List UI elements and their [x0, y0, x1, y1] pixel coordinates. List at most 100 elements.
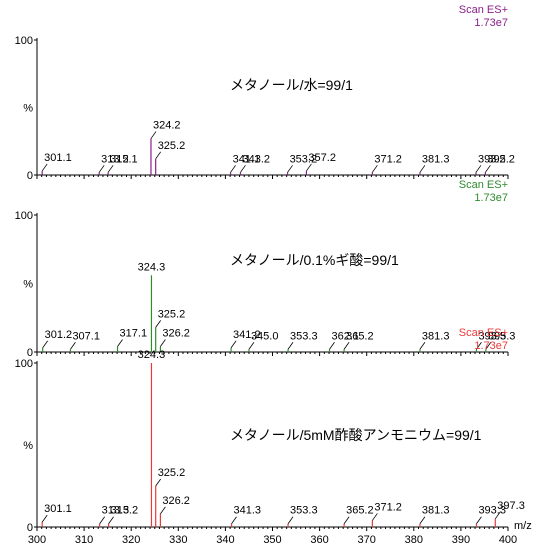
peak-label-313-3: 313.3 — [102, 505, 130, 517]
peak-label-341-3: 341.3 — [234, 505, 262, 517]
peak-label-357-2: 357.2 — [308, 152, 336, 164]
peak-label-365-2: 365.2 — [346, 330, 374, 342]
x-tick-label-370: 370 — [358, 534, 376, 546]
peak-label-381-3: 381.3 — [422, 505, 450, 517]
peak-label-317-1: 317.1 — [120, 328, 148, 340]
peak-label-leader — [419, 516, 426, 524]
peak-label-leader — [41, 514, 48, 523]
scan-mode-label: Scan ES+ — [459, 179, 508, 191]
peak-label-345-0: 345.0 — [251, 330, 279, 342]
peak-label-315-2: 315.2 — [111, 505, 139, 517]
scan-intensity-label: 1.73e7 — [474, 192, 508, 204]
peak-label-leader — [372, 513, 378, 521]
y-label-min: 0 — [27, 347, 33, 359]
spectrum-title: メタノール/0.1%ギ酸=99/1 — [230, 252, 399, 268]
peak-label-325-2: 325.2 — [158, 467, 186, 479]
peak-label-leader — [494, 511, 501, 520]
y-label-percent: % — [23, 279, 33, 291]
peak-label-381-3: 381.3 — [422, 330, 450, 342]
spectrum-title: メタノール/水=99/1 — [230, 77, 353, 93]
peak-label-353-3: 353.3 — [290, 330, 318, 342]
x-tick-label-340: 340 — [216, 534, 234, 546]
peak-label-leader — [419, 342, 426, 350]
peak-label-leader — [160, 339, 166, 347]
y-label-max: 100 — [15, 35, 33, 47]
spectrum-title: メタノール/5mM酢酸アンモニウム=99/1 — [230, 427, 482, 443]
x-tick-label-320: 320 — [122, 534, 140, 546]
peak-label-leader — [155, 320, 162, 328]
peak-label-leader — [231, 516, 237, 524]
spectrum-panel-3: 100% 0 Scan ES+1.73e7 メタノール/5mM酢酸アンモニウム=99/… — [15, 327, 532, 546]
scan-intensity-label: 1.73e7 — [474, 340, 508, 352]
peak-label-353-3: 353.3 — [290, 505, 318, 517]
peak-label-leader — [41, 163, 48, 172]
peak-label-393-2: 393.2 — [478, 153, 506, 165]
peak-label-324-3: 324.3 — [138, 261, 166, 273]
y-label-min: 0 — [27, 522, 33, 534]
peak-label-leader — [99, 516, 105, 524]
peak-label-393-3: 393.3 — [478, 330, 506, 342]
peak-label-leader — [287, 165, 293, 173]
peak-label-leader — [155, 151, 162, 160]
y-label-min: 0 — [27, 170, 33, 182]
peak-label-301-1: 301.1 — [44, 152, 72, 164]
peak-label-leader — [372, 165, 378, 173]
peak-label-leader — [248, 342, 255, 350]
peak-label-leader — [98, 165, 105, 173]
peak-label-leader — [155, 478, 162, 487]
spectrum-panel-1: 100% 0 Scan ES+1.73e7 メタノール/水=99/1 301.1 313.… — [15, 4, 515, 182]
x-tick-label-300: 300 — [28, 534, 46, 546]
peak-label-leader — [287, 516, 294, 524]
peak-label-365-2: 365.2 — [346, 505, 374, 517]
x-tick-label-380: 380 — [405, 534, 423, 546]
peak-label-leader — [475, 165, 482, 173]
peak-label-315-1: 315.1 — [110, 153, 138, 165]
peak-label-leader — [343, 342, 350, 350]
peak-label-leader — [485, 165, 491, 173]
peak-label-leader — [42, 340, 48, 349]
x-tick-label-360: 360 — [310, 534, 328, 546]
peak-label-343-2: 343.2 — [242, 153, 270, 165]
peak-label-324-3: 324.3 — [138, 349, 166, 361]
peak-label-leader — [419, 165, 426, 173]
scan-mode-label: Scan ES+ — [459, 327, 508, 339]
peak-label-341-2: 341.2 — [233, 329, 261, 341]
peak-label-leader — [70, 342, 76, 350]
peak-label-371-2: 371.2 — [374, 153, 402, 165]
peak-label-326-2: 326.2 — [162, 328, 190, 340]
y-label-percent: % — [23, 440, 33, 452]
peak-label-326-2: 326.2 — [162, 495, 190, 507]
peak-label-325-2: 325.2 — [158, 308, 186, 320]
peak-label-395-2: 395.2 — [487, 153, 515, 165]
peak-label-325-2: 325.2 — [158, 140, 186, 152]
y-label-percent: % — [23, 103, 33, 115]
peak-label-307-1: 307.1 — [72, 330, 100, 342]
peak-label-leader — [230, 340, 237, 349]
peak-label-leader — [150, 131, 157, 139]
peak-label-leader — [107, 165, 114, 173]
peak-label-leader — [287, 342, 294, 350]
peak-label-leader — [108, 516, 114, 524]
peak-label-leader — [476, 342, 482, 350]
peak-label-341-1: 341.1 — [233, 153, 261, 165]
peak-label-leader — [476, 516, 482, 524]
scan-intensity-label: 1.73e7 — [474, 17, 508, 29]
peak-label-leader — [160, 506, 166, 515]
peak-label-353-2: 353.2 — [290, 153, 318, 165]
x-tick-label-390: 390 — [452, 534, 470, 546]
y-label-max: 100 — [15, 210, 33, 222]
peak-label-301-1: 301.1 — [44, 503, 72, 515]
x-tick-label-400: 400 — [499, 534, 517, 546]
peak-label-381-3: 381.3 — [422, 153, 450, 165]
y-label-max: 100 — [15, 358, 33, 370]
scan-mode-label: Scan ES+ — [459, 4, 508, 16]
x-tick-label-310: 310 — [75, 534, 93, 546]
x-axis-label: m/z — [514, 520, 532, 532]
peak-label-leader — [343, 516, 350, 524]
peak-label-324-2: 324.2 — [153, 120, 181, 132]
peak-label-371-2: 371.2 — [374, 501, 402, 513]
peak-label-leader — [329, 342, 335, 350]
peak-label-leader — [306, 163, 312, 172]
